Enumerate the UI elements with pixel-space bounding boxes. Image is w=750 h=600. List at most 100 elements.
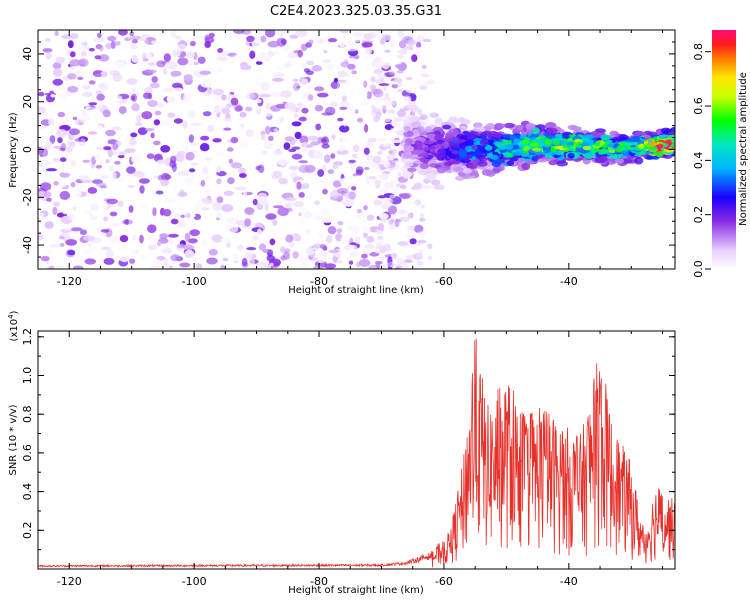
heatmap-cell	[244, 218, 252, 227]
heatmap-cell	[400, 185, 407, 190]
heatmap-cell	[62, 209, 68, 215]
heatmap-cell	[492, 132, 502, 138]
heatmap-cell	[118, 154, 125, 159]
heatmap-cell	[368, 31, 377, 39]
heatmap-cell	[405, 77, 413, 81]
heatmap-cell	[341, 136, 350, 143]
heatmap-cell	[274, 50, 279, 55]
heatmap-cell	[100, 229, 110, 233]
heatmap-cell	[130, 43, 138, 50]
heatmap-cell	[361, 253, 368, 259]
x-tick-label: -60	[435, 275, 453, 288]
heatmap-cell	[138, 37, 147, 42]
heatmap-cell	[383, 85, 388, 91]
heatmap-cell	[177, 150, 185, 156]
heatmap-cell	[161, 247, 172, 254]
heatmap-cell	[69, 33, 79, 40]
heatmap-cell	[255, 61, 263, 65]
heatmap-cell	[375, 78, 386, 84]
heatmap-cell	[402, 210, 409, 214]
heatmap-cell	[396, 79, 403, 84]
heatmap-cell	[72, 265, 84, 269]
heatmap-cell	[451, 142, 462, 149]
heatmap-cell	[147, 62, 156, 67]
heatmap-cell	[261, 132, 266, 141]
heatmap-cell	[169, 38, 181, 44]
heatmap-cell	[543, 132, 551, 137]
heatmap-cell	[163, 87, 173, 93]
heatmap-cell	[61, 34, 72, 39]
heatmap-cell	[321, 143, 330, 149]
heatmap-cell	[600, 148, 609, 155]
heatmap-cell	[152, 207, 157, 217]
heatmap-cell	[503, 122, 515, 129]
heatmap-cell	[229, 227, 239, 233]
heatmap-cell	[397, 89, 403, 93]
heatmap-cell	[157, 174, 163, 181]
heatmap-cell	[330, 81, 341, 89]
heatmap-cell	[118, 165, 126, 170]
heatmap-cell	[284, 136, 295, 142]
heatmap-cell	[244, 207, 255, 215]
heatmap-cell	[200, 180, 206, 187]
heatmap-cell	[374, 247, 381, 254]
heatmap-cell	[81, 111, 88, 118]
heatmap-cell	[352, 144, 360, 153]
heatmap-cell	[182, 120, 188, 129]
heatmap-cell	[361, 42, 373, 48]
heatmap-cell	[153, 119, 161, 126]
spectrogram-ylabel: Frequency (Hz)	[8, 112, 19, 188]
heatmap-cell	[202, 111, 212, 117]
heatmap-cell	[150, 132, 155, 139]
heatmap-cell	[330, 153, 336, 159]
y-tick-label: 1.0	[21, 367, 34, 385]
heatmap-cell	[389, 194, 396, 199]
heatmap-cell	[205, 189, 211, 194]
heatmap-cell	[300, 206, 308, 212]
heatmap-cell	[363, 248, 368, 253]
heatmap-cell	[213, 105, 221, 114]
heatmap-cell	[211, 234, 223, 243]
heatmap-cell	[131, 39, 138, 44]
heatmap-cell	[252, 234, 259, 241]
heatmap-cell	[384, 49, 391, 53]
heatmap-cell	[383, 243, 391, 252]
heatmap-cell	[221, 237, 232, 244]
heatmap-cell	[124, 219, 129, 225]
heatmap-cell	[395, 64, 403, 69]
heatmap-cell	[235, 105, 244, 112]
colorbar-tick-label: 0.6	[692, 97, 705, 115]
heatmap-cell	[39, 212, 45, 217]
heatmap-cell	[189, 229, 200, 237]
heatmap-cell	[513, 144, 519, 150]
heatmap-cell	[38, 106, 46, 115]
heatmap-cell	[155, 190, 164, 195]
heatmap-cell	[245, 106, 253, 112]
heatmap-cell	[298, 216, 306, 223]
heatmap-cell	[275, 103, 288, 109]
heatmap-cell	[406, 130, 414, 137]
heatmap-cell	[124, 37, 131, 41]
heatmap-cell	[431, 179, 441, 186]
heatmap-cell	[291, 153, 303, 160]
snr-panel: -120 -100 -80 -60 -40 0.2 0.4 0.6 0.8 1.0 1.2 Heig…	[7, 310, 676, 596]
heatmap-cell	[60, 228, 72, 234]
heatmap-cell	[131, 155, 143, 164]
y-tick-label: 0.8	[21, 405, 34, 423]
heatmap-cell	[201, 207, 211, 211]
snr-series-line	[38, 338, 675, 569]
heatmap-cell	[263, 141, 274, 150]
spectrogram-marks	[38, 30, 675, 269]
heatmap-cell	[75, 69, 81, 75]
heatmap-cell	[391, 252, 398, 260]
heatmap-cell	[66, 49, 71, 56]
heatmap-cell	[396, 70, 404, 74]
heatmap-cell	[112, 171, 117, 180]
heatmap-cell	[307, 135, 319, 141]
heatmap-cell	[52, 78, 64, 86]
heatmap-cell	[98, 54, 110, 62]
y-tick-label: -20	[21, 188, 34, 206]
heatmap-cell	[397, 30, 405, 38]
heatmap-cell	[448, 153, 457, 159]
heatmap-cell	[491, 161, 501, 168]
